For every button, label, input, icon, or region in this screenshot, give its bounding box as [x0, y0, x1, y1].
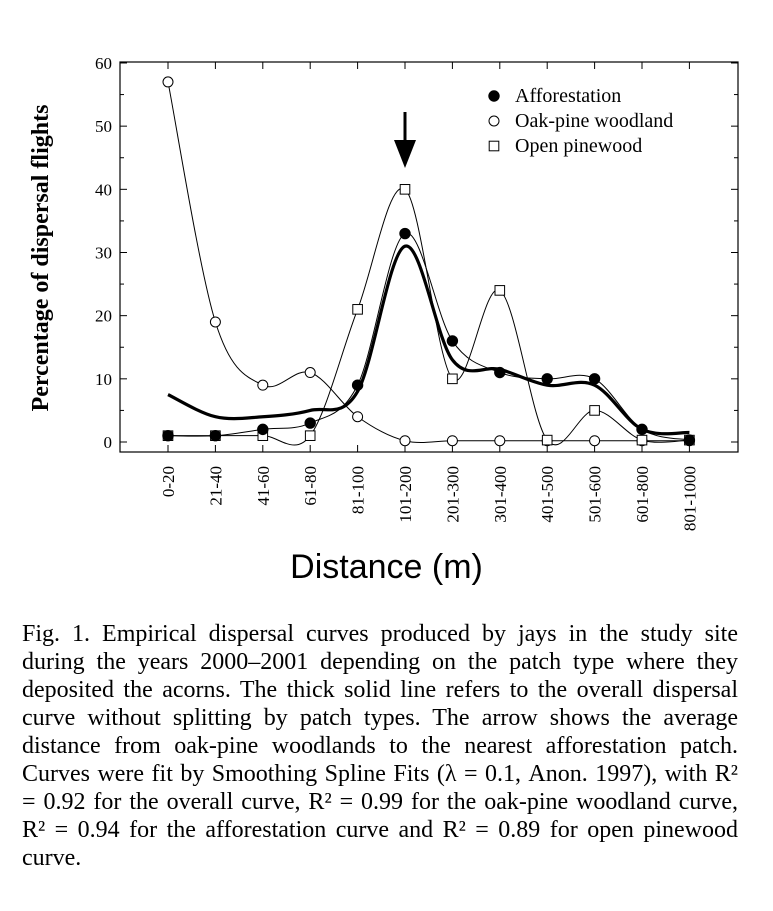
arrow-annotation [394, 112, 416, 168]
plot-border [119, 61, 739, 453]
marker-afforestation [209, 429, 222, 442]
marker-afforestation [683, 434, 696, 446]
x-tick-label: 41-60 [254, 466, 273, 506]
marker-afforestation [588, 373, 601, 385]
y-tick-label: 10 [95, 370, 112, 389]
marker-afforestation [446, 335, 459, 347]
marker-afforestation [399, 227, 411, 240]
x-axis-label: Distance (m) [290, 548, 483, 586]
marker-oak-pine-woodland [209, 316, 221, 328]
y-tick-label: 30 [95, 243, 112, 262]
marker-oak-pine-woodland [589, 435, 601, 447]
x-tick-label: 201-300 [443, 466, 462, 523]
marker-oak-pine-woodland [446, 435, 458, 447]
marker-open-pinewood [352, 304, 363, 315]
x-tick-label: 81-100 [349, 466, 368, 514]
marker-afforestation [541, 373, 553, 385]
marker-oak-pine-woodland [257, 379, 269, 391]
x-tick-label: 301-400 [491, 466, 510, 523]
curve-afforestation [167, 233, 690, 441]
marker-afforestation [162, 429, 174, 442]
marker-afforestation [351, 379, 364, 391]
arrow-head [394, 140, 416, 168]
marker-afforestation [257, 423, 269, 436]
x-tick-label: 601-800 [633, 466, 652, 523]
y-tick-label: 0 [104, 433, 113, 452]
marker-open-pinewood [304, 430, 316, 441]
marker-open-pinewood [447, 373, 458, 385]
y-tick-label: 50 [95, 117, 112, 136]
marker-oak-pine-woodland [162, 76, 174, 88]
y-tick-label: 40 [95, 180, 112, 199]
marker-open-pinewood [636, 434, 648, 446]
legend-marker [488, 90, 500, 102]
marker-open-pinewood [541, 434, 553, 446]
y-tick-label: 20 [95, 307, 112, 326]
marker-open-pinewood [399, 184, 411, 195]
legend-label: Oak-pine woodland [515, 110, 673, 132]
y-tick-label: 60 [95, 54, 112, 73]
x-tick-label: 61-80 [301, 466, 320, 506]
x-tick-label: 401-500 [538, 466, 557, 523]
x-tick-label: 501-600 [586, 466, 605, 523]
x-tick-label: 21-40 [206, 466, 225, 506]
legend: Afforestation Oak-pine woodland Open pinew… [488, 85, 673, 157]
marker-oak-pine-woodland [304, 367, 316, 379]
markers [162, 76, 696, 447]
legend-marker [488, 115, 500, 127]
curve-open-pinewood [168, 187, 690, 446]
x-tick-label: 801-1000 [680, 466, 699, 531]
chart: 0 10 20 30 40 50 60 0-20 21-40 41-60 61-80 81-100 1… [28, 54, 739, 531]
figure-caption: Fig. 1. Empirical dispersal curves produ… [22, 621, 738, 871]
legend-label: Open pinewood [515, 135, 642, 157]
y-axis: 0 10 20 30 40 50 60 [95, 54, 738, 452]
x-tick-label: 101-200 [396, 466, 415, 523]
marker-afforestation [494, 366, 506, 379]
curve-overall [167, 244, 690, 436]
x-tick-label: 0-20 [159, 466, 178, 497]
plot-frame [119, 61, 739, 453]
marker-oak-pine-woodland [352, 411, 364, 423]
marker-oak-pine-woodland [494, 435, 506, 447]
y-axis-label: Percentage of dispersal flights [28, 105, 54, 412]
marker-open-pinewood [589, 405, 600, 416]
legend-label: Afforestation [515, 85, 621, 107]
marker-oak-pine-woodland [399, 435, 411, 447]
marker-afforestation [304, 417, 316, 429]
marker-afforestation [636, 423, 648, 436]
marker-open-pinewood [494, 285, 506, 296]
x-axis: 0-20 21-40 41-60 61-80 81-100 101-200 201-300 3… [159, 62, 699, 531]
legend-marker [488, 140, 500, 152]
